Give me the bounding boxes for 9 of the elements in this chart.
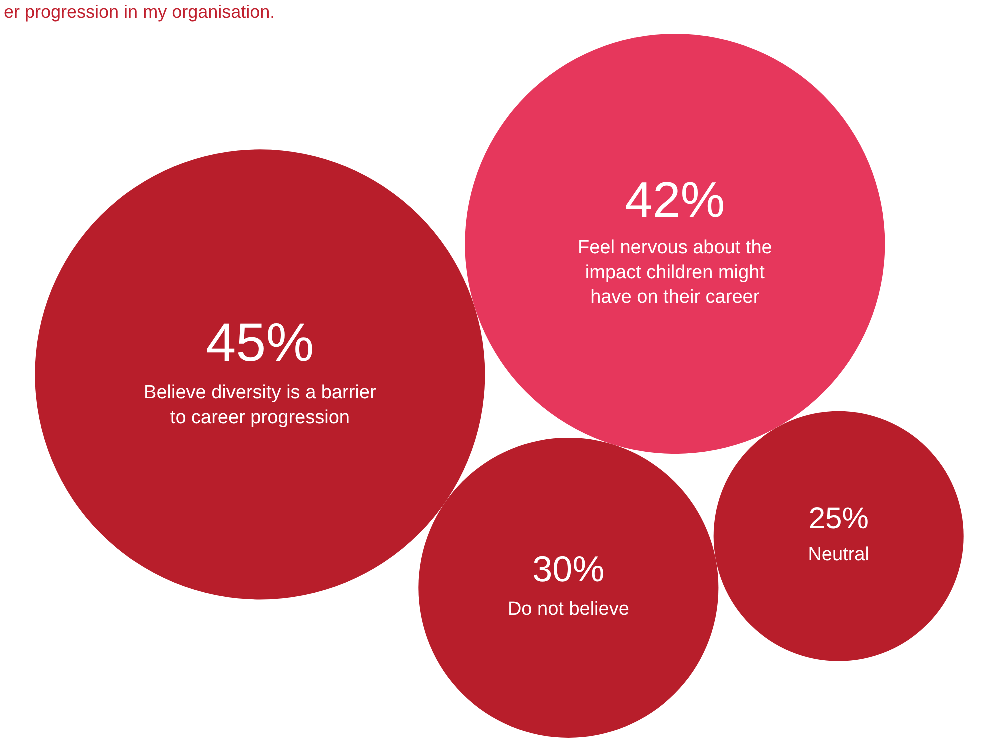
category-label: Feel nervous about the impact children might have on their career [578,238,772,308]
text: er progression in my organisation. [4,2,276,24]
data-label: 25% [808,502,869,536]
category-label: Neutral [808,544,870,566]
category-label: Believe diversity is a barrier to career progression [144,382,377,428]
data-label: 30% [532,548,605,590]
category-label: Do not believe [508,599,630,620]
data-label: 42% [625,172,726,228]
data-label: 45% [206,312,314,373]
